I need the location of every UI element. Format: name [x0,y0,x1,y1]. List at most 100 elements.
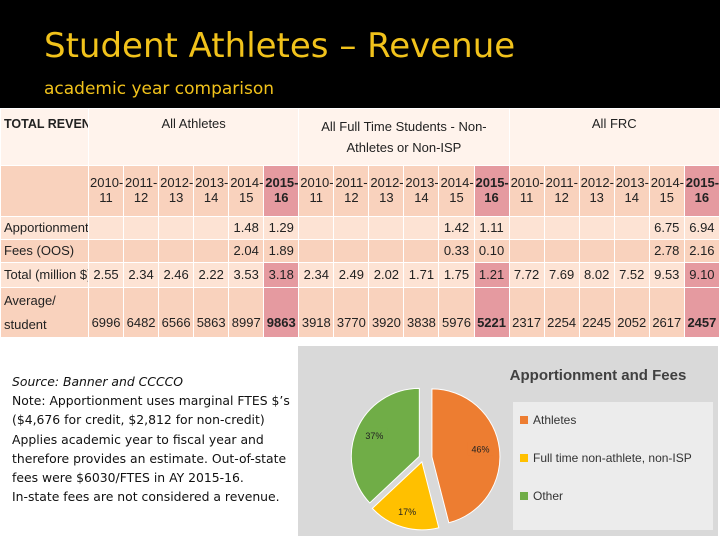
year-header: 2011- 12 [123,165,160,217]
table-cell-highlight: 3.18 [263,262,300,288]
table-cell [508,239,545,263]
table-cell: 2254 [543,287,580,338]
year-header: 2012- 13 [368,165,405,217]
row-label: Total (million $) [0,262,89,288]
table-cell: 9.53 [648,262,685,288]
table-cell [87,239,125,263]
table-cell: 6996 [87,287,125,338]
legend-entry: Full time non-athlete, non-ISP [533,451,692,465]
table-cell [403,239,440,263]
table-cell: 0.33 [438,239,475,263]
table-cell [123,216,160,240]
slice-label-bg [394,503,421,518]
table-cell: 5863 [193,287,230,338]
table-cell [333,216,370,240]
year-header-highlight: 2015- 16 [473,165,510,217]
year-header-corner [0,165,89,217]
year-header: 2012- 13 [158,165,195,217]
revenue-table: TOTAL REVENUE All Athletes All Full Time… [0,108,720,338]
chart-title: Apportionment and Fees [510,367,687,384]
table-cell: 1.75 [438,262,475,288]
average-row: Average/student 6996 6482 6566 5863 8997… [0,287,720,338]
table-cell [193,216,230,240]
slice-label-bg [467,441,494,456]
note-line: Applies academic year to fiscal year and… [12,431,287,486]
year-header: 2013- 14 [613,165,650,217]
table-cell-highlight: 5221 [473,287,510,338]
table-cell [298,216,335,240]
slice-data-label: 37% [365,431,383,441]
note-line: Note: Apportionment uses marginal FTES $… [12,393,290,428]
table-cell-highlight: 2457 [683,287,720,338]
table-cell: 3838 [403,287,440,338]
table-cell: 8.02 [578,262,615,288]
table-cell [123,239,160,263]
apportionment-row: Apportionment 1.48 1.29 1.42 1.11 6.75 6… [0,216,720,240]
table-cell: 2.02 [368,262,405,288]
pie-slice [431,388,501,524]
table-cell [368,239,405,263]
table-cell: 2.49 [333,262,370,288]
table-cell: 2.22 [193,262,230,288]
legend-box [513,402,713,530]
row-label: Fees (OOS) [0,239,89,263]
table-cell: 1.89 [263,239,300,263]
table-cell [613,239,650,263]
title-band [0,0,720,108]
year-header-row: 2010- 11 2011- 12 2012- 13 2013- 14 2014- 15 … [0,165,720,217]
table-cell: 3918 [298,287,335,338]
table-cell [578,239,615,263]
table-cell: 1.42 [438,216,475,240]
year-header-highlight: 2015- 16 [683,165,720,217]
table-cell [578,216,615,240]
table-cell: 7.69 [543,262,580,288]
year-header: 2014- 15 [648,165,685,217]
year-header: 2010- 11 [87,165,125,217]
table-cell: 1.48 [228,216,265,240]
corner-label: TOTAL REVENUE [0,108,89,166]
table-cell: 2.16 [683,239,720,263]
table-cell: 2317 [508,287,545,338]
source-line: Source: Banner and CCCCO [12,374,184,389]
table-cell [403,216,440,240]
legend-entry: Athletes [533,413,576,427]
table-cell: 5976 [438,287,475,338]
table-cell: 2052 [613,287,650,338]
group-header-all-frc: All FRC [508,108,720,166]
year-header: 2010- 11 [508,165,545,217]
source-notes: Source: Banner and CCCCO Note: Apportion… [12,372,302,506]
year-header-highlight: 2015- 16 [263,165,300,217]
table-cell: 2.04 [228,239,265,263]
table-cell-highlight: 1.21 [473,262,510,288]
table-cell [368,216,405,240]
table-cell [87,216,125,240]
legend-swatch [520,416,528,424]
slice-data-label: 17% [398,507,416,517]
table-cell: 2.78 [648,239,685,263]
year-header: 2011- 12 [543,165,580,217]
table-cell: 3770 [333,287,370,338]
year-header: 2012- 13 [578,165,615,217]
group-header-athletes: All Athletes [87,108,300,166]
table-cell [543,216,580,240]
table-cell: 6.75 [648,216,685,240]
table-cell: 2245 [578,287,615,338]
year-header: 2011- 12 [333,165,370,217]
table-cell: 6.94 [683,216,720,240]
year-header: 2014- 15 [438,165,475,217]
table-cell: 0.10 [473,239,510,263]
year-header: 2013- 14 [403,165,440,217]
slice-label-bg [361,427,388,442]
legend: Athletes Full time non-athlete, non-ISP Ot… [520,413,692,503]
table-cell-highlight: 9.10 [683,262,720,288]
table-cell: 2617 [648,287,685,338]
total-row: Total (million $) 2.55 2.34 2.46 2.22 3.… [0,262,720,288]
legend-swatch [520,492,528,500]
note-line: In-state fees are not considered a reven… [12,489,280,505]
table-cell [333,239,370,263]
row-label: Average/student [0,287,89,338]
table-cell: 8997 [228,287,265,338]
table-cell: 2.34 [123,262,160,288]
pie-slice [350,387,420,504]
table-cell [543,239,580,263]
